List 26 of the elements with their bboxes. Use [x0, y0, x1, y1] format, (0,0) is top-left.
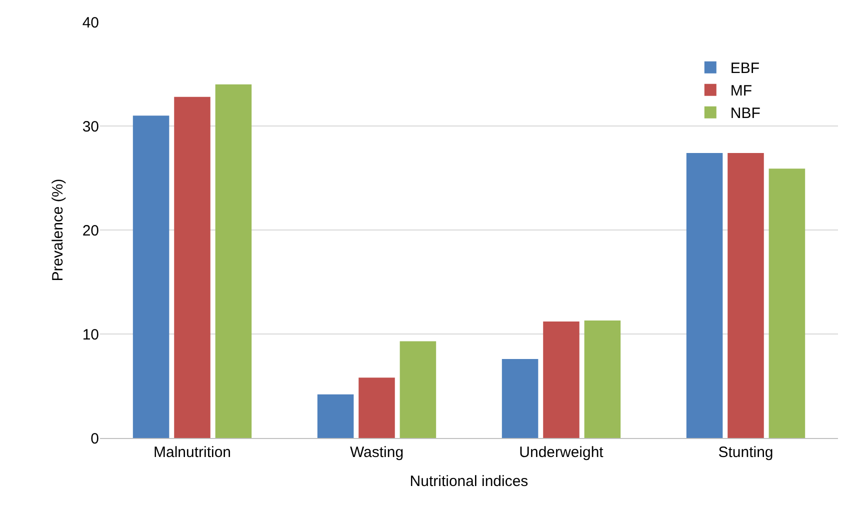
legend-label: MF [730, 82, 752, 100]
x-tick-label: Malnutrition [153, 444, 232, 461]
y-tick-label: 20 [82, 222, 99, 240]
bar [317, 394, 354, 438]
bar [768, 168, 806, 438]
bar [358, 378, 395, 438]
bar [215, 84, 252, 438]
y-tick-label: 40 [82, 14, 99, 32]
bar [174, 96, 210, 438]
y-axis-title: Prevalence (%) [50, 178, 67, 282]
x-tick-label: Wasting [350, 444, 404, 461]
legend-label: EBF [730, 60, 760, 78]
x-tick-label: Stunting [718, 444, 774, 461]
bar [502, 358, 538, 438]
bar [400, 341, 436, 438]
bar [543, 322, 580, 438]
x-axis-title: Nutritional indices [410, 473, 528, 490]
y-tick-label: 10 [82, 326, 99, 344]
x-tick-label: Underweight [519, 444, 604, 461]
bar [686, 153, 723, 438]
bar [728, 153, 764, 438]
bar [584, 320, 621, 438]
y-tick-label: 0 [90, 430, 99, 448]
legend-label: NBF [730, 105, 760, 122]
y-tick-label: 30 [82, 118, 99, 136]
bar [132, 116, 170, 438]
